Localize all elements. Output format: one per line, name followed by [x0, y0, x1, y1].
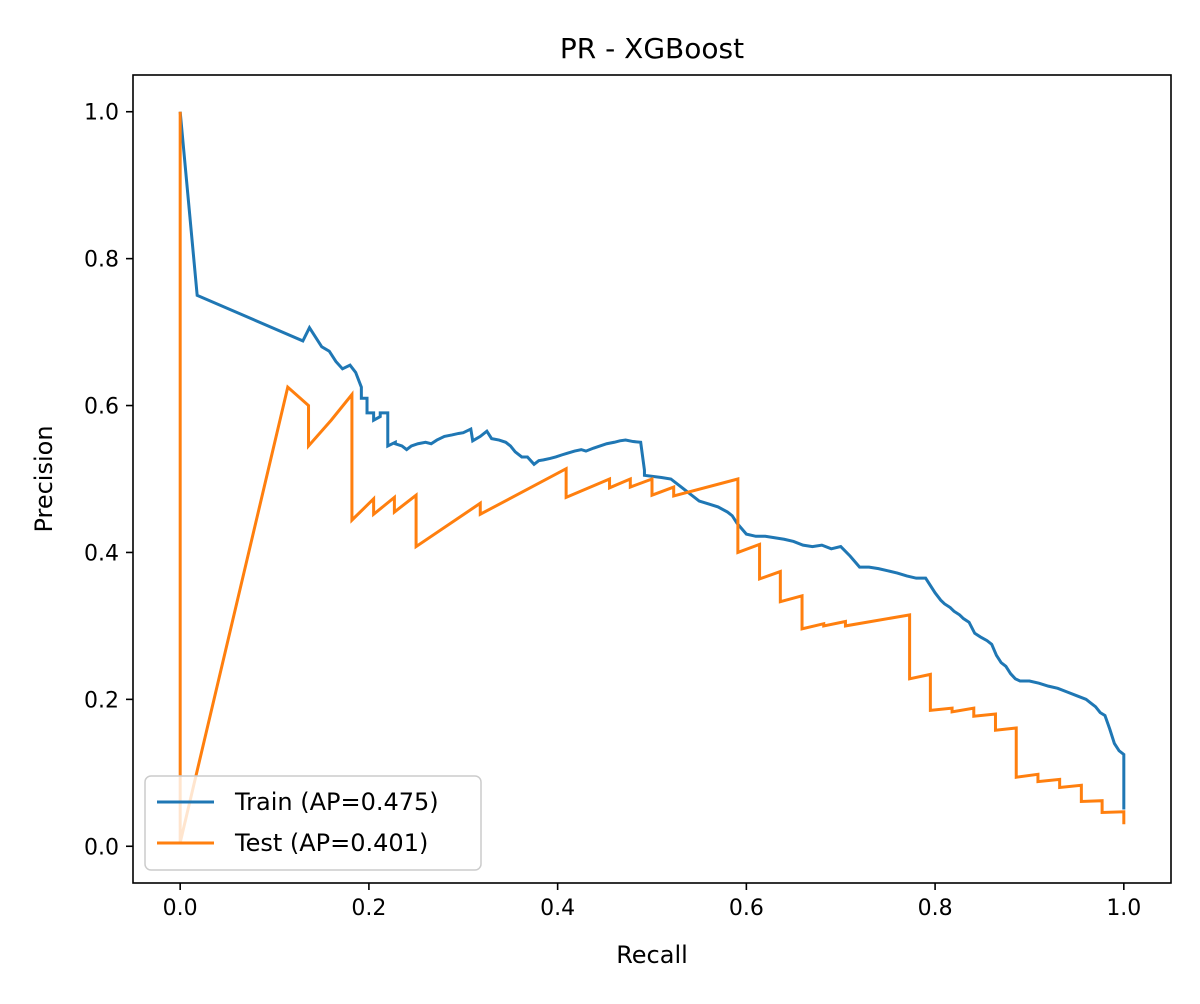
chart-title: PR - XGBoost: [560, 32, 744, 65]
y-tick-label: 0.6: [84, 395, 119, 420]
plot-area: [132, 74, 1172, 884]
x-tick-label: 0.2: [351, 896, 386, 921]
legend-box: [144, 775, 482, 871]
x-tick-label: 0.0: [163, 896, 198, 921]
x-axis-label: Recall: [616, 941, 688, 969]
series-layer: [178, 111, 1126, 843]
x-tick-label: 1.0: [1106, 896, 1141, 921]
test-series-line: [178, 111, 1126, 843]
y-tick-label: 1.0: [84, 101, 119, 126]
legend: Train (AP=0.475) Test (AP=0.401): [144, 775, 482, 871]
y-tick-label: 0.4: [84, 541, 119, 566]
legend-label-test: Test (AP=0.401): [234, 829, 428, 857]
x-tick-label: 0.4: [540, 896, 575, 921]
y-axis-label: Precision: [30, 425, 58, 532]
y-tick-label: 0.2: [84, 688, 119, 713]
y-tick-label: 0.8: [84, 248, 119, 273]
x-tick-label: 0.8: [918, 896, 953, 921]
y-axis-ticks: 0.0 0.2 0.4 0.6 0.8 1.0: [84, 101, 133, 860]
y-tick-label: 0.0: [84, 835, 119, 860]
legend-label-train: Train (AP=0.475): [234, 788, 439, 816]
x-tick-label: 0.6: [729, 896, 764, 921]
axes-frame: [132, 74, 1172, 884]
x-axis-ticks: 0.0 0.2 0.4 0.6 0.8 1.0: [163, 883, 1141, 921]
train-series-line: [178, 111, 1126, 810]
